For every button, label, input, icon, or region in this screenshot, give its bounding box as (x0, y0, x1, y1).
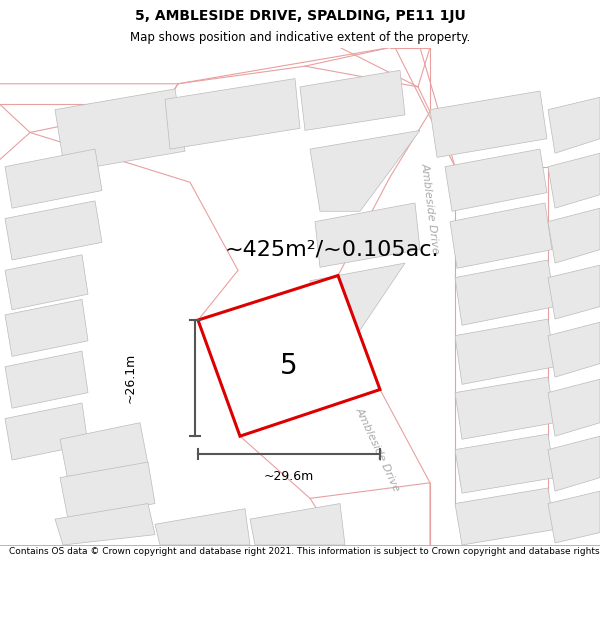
Text: Ambleside Drive: Ambleside Drive (419, 162, 440, 254)
Text: 5, AMBLESIDE DRIVE, SPALDING, PE11 1JU: 5, AMBLESIDE DRIVE, SPALDING, PE11 1JU (134, 9, 466, 22)
Polygon shape (60, 462, 155, 519)
Polygon shape (548, 322, 600, 377)
Polygon shape (455, 488, 555, 545)
Polygon shape (455, 377, 555, 439)
Polygon shape (430, 91, 547, 158)
Polygon shape (55, 89, 185, 172)
Polygon shape (455, 434, 555, 493)
Polygon shape (5, 351, 88, 408)
Polygon shape (310, 131, 420, 211)
Text: ~29.6m: ~29.6m (264, 471, 314, 483)
Polygon shape (548, 265, 600, 319)
Polygon shape (165, 79, 300, 149)
Polygon shape (455, 260, 555, 325)
Polygon shape (548, 436, 600, 491)
Polygon shape (450, 203, 552, 268)
Polygon shape (455, 319, 555, 384)
Polygon shape (250, 504, 345, 545)
Text: 5: 5 (280, 352, 298, 380)
Text: Contains OS data © Crown copyright and database right 2021. This information is : Contains OS data © Crown copyright and d… (9, 548, 600, 556)
Polygon shape (155, 509, 250, 545)
Polygon shape (315, 203, 420, 268)
Text: Map shows position and indicative extent of the property.: Map shows position and indicative extent… (130, 31, 470, 44)
Polygon shape (548, 208, 600, 263)
Polygon shape (445, 149, 547, 211)
Polygon shape (300, 70, 405, 131)
Polygon shape (5, 255, 88, 310)
Text: ~26.1m: ~26.1m (124, 353, 137, 403)
Polygon shape (5, 299, 88, 356)
Polygon shape (55, 504, 155, 545)
Polygon shape (548, 153, 600, 208)
Polygon shape (548, 98, 600, 153)
Polygon shape (5, 403, 88, 460)
Text: ~425m²/~0.105ac.: ~425m²/~0.105ac. (225, 240, 439, 260)
Polygon shape (60, 422, 148, 481)
Polygon shape (5, 201, 102, 260)
Polygon shape (198, 276, 380, 436)
Polygon shape (548, 379, 600, 436)
Polygon shape (310, 263, 405, 338)
Polygon shape (548, 491, 600, 543)
Text: Ambleside Drive: Ambleside Drive (354, 406, 402, 493)
Polygon shape (5, 149, 102, 208)
